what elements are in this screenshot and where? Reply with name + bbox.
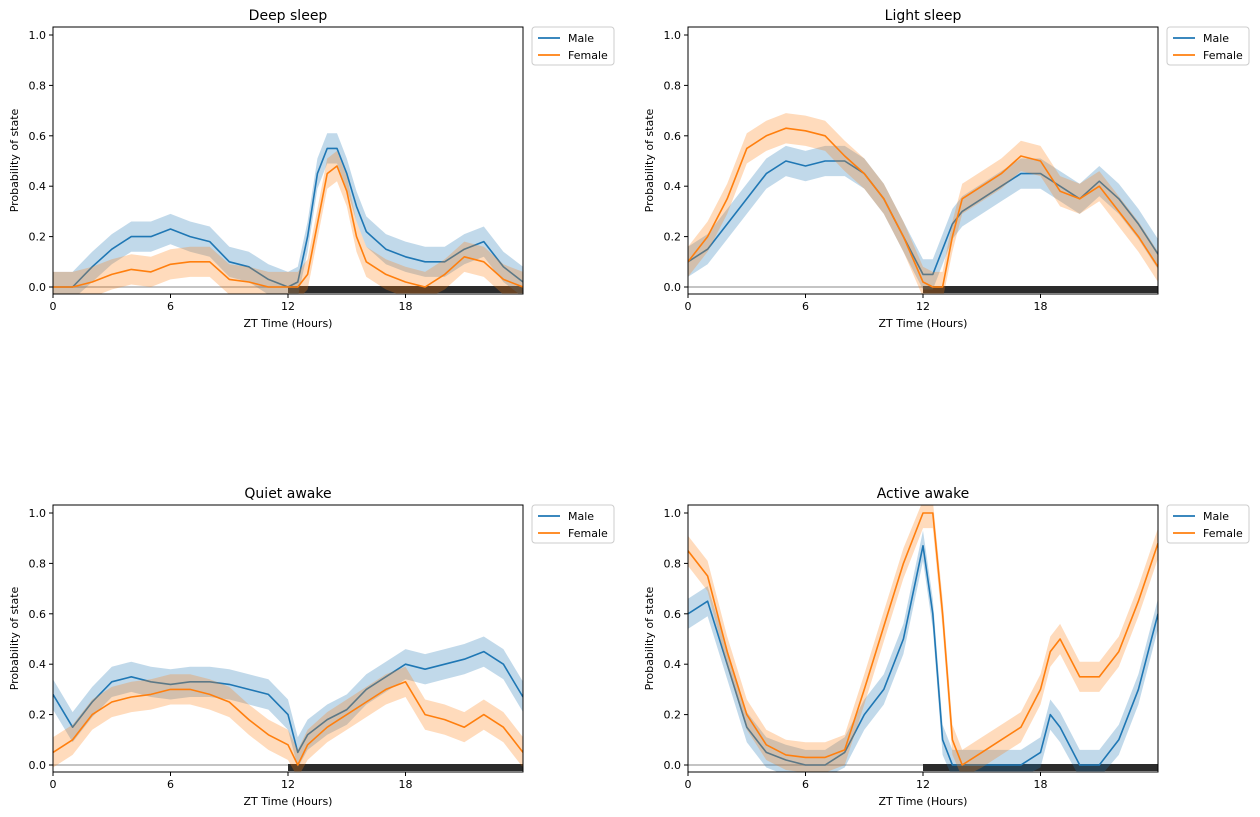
band-male [688,145,1158,290]
legend-label-female: Female [1203,527,1243,540]
y-tick-label: 0.6 [664,608,682,621]
plot-area [53,133,523,294]
subplot-2: 0.0 0.2 0.4 0.6 0.8 1.0 0 6 12 18 Quiet awake ZT Ti… [8,486,615,808]
x-axis-label: ZT Time (Hours) [879,795,968,808]
y-tick-label: 0.8 [664,79,682,92]
legend-label-female: Female [568,49,608,62]
y-tick-label: 0.4 [664,658,682,671]
series-line-male [688,545,1158,766]
x-tick-label: 18 [399,300,413,313]
y-tick-label: 1.0 [29,507,47,520]
y-tick-label: 0.8 [29,79,47,92]
y-tick-label: 0.2 [664,709,682,722]
x-tick-label: 0 [685,778,692,791]
series-line-male [53,147,523,288]
legend-label-female: Female [568,527,608,540]
y-axis-label: Probability of state [643,586,656,690]
y-tick-label: 0.6 [29,608,47,621]
x-tick-label: 6 [802,300,809,313]
subplot-0: 0.0 0.2 0.4 0.6 0.8 1.0 0 6 12 18 Deep sleep ZT Tim… [8,8,615,330]
y-axis-label: Probability of state [8,108,21,212]
x-tick-label: 6 [802,778,809,791]
y-tick-label: 0.0 [664,281,682,294]
x-tick-label: 0 [50,778,57,791]
x-tick-label: 18 [1034,778,1048,791]
series-line-female [53,165,523,288]
dark-phase-bar [923,764,1158,771]
y-tick-label: 0.2 [29,709,47,722]
band-male [688,530,1158,772]
x-tick-label: 6 [167,300,174,313]
x-tick-label: 0 [685,300,692,313]
plot-area [53,636,523,772]
band-female [53,666,523,772]
x-tick-label: 18 [399,778,413,791]
dark-phase-bar [288,764,523,771]
x-tick-label: 12 [281,778,295,791]
chart-title: Light sleep [885,8,962,24]
plot-area [688,113,1158,294]
x-tick-label: 12 [281,300,295,313]
plot-area [688,505,1158,772]
legend-label-male: Male [568,32,594,45]
x-tick-label: 12 [916,300,930,313]
legend: Male Female [531,26,615,66]
series-line-male [688,160,1158,276]
legend-label-male: Male [568,510,594,523]
y-tick-label: 0.0 [664,759,682,772]
band-female [688,505,1158,772]
y-tick-label: 1.0 [664,29,682,42]
y-tick-label: 0.6 [664,130,682,143]
y-tick-label: 1.0 [29,29,47,42]
legend-label-male: Male [1203,32,1229,45]
y-tick-label: 0.0 [29,281,47,294]
y-tick-label: 0.8 [29,557,47,570]
band-male [53,133,523,294]
y-axis-label: Probability of state [8,586,21,690]
axes-frame [687,26,1159,295]
y-tick-label: 0.4 [29,658,47,671]
y-tick-label: 0.6 [29,130,47,143]
legend: Male Female [1166,504,1250,544]
chart-title: Quiet awake [244,486,331,502]
band-female [688,113,1158,294]
series-line-female [53,681,523,766]
series-line-female [688,512,1158,766]
y-tick-label: 0.2 [29,231,47,244]
y-tick-label: 0.0 [29,759,47,772]
subplot-3: 0.0 0.2 0.4 0.6 0.8 1.0 0 6 12 18 Active awake ZT T… [643,486,1250,808]
band-female [53,150,523,294]
y-axis-label: Probability of state [643,108,656,212]
y-tick-label: 0.4 [29,180,47,193]
subplot-1: 0.0 0.2 0.4 0.6 0.8 1.0 0 6 12 18 Light sleep ZT Ti… [643,8,1250,330]
legend-label-male: Male [1203,510,1229,523]
legend-label-female: Female [1203,49,1243,62]
band-male [53,636,523,768]
legend: Male Female [1166,26,1250,66]
x-tick-label: 0 [50,300,57,313]
legend: Male Female [531,504,615,544]
y-tick-label: 1.0 [664,507,682,520]
x-axis-label: ZT Time (Hours) [879,317,968,330]
series-line-female [688,127,1158,288]
x-tick-label: 12 [916,778,930,791]
y-tick-label: 0.8 [664,557,682,570]
chart-title: Deep sleep [249,8,328,24]
y-tick-label: 0.4 [664,180,682,193]
chart-title: Active awake [877,486,970,502]
y-tick-label: 0.2 [664,231,682,244]
dark-phase-bar [923,286,1158,293]
dark-phase-bar [288,286,523,293]
x-axis-label: ZT Time (Hours) [244,317,333,330]
x-axis-label: ZT Time (Hours) [244,795,333,808]
x-tick-label: 6 [167,778,174,791]
series-line-male [53,650,523,754]
x-tick-label: 18 [1034,300,1048,313]
